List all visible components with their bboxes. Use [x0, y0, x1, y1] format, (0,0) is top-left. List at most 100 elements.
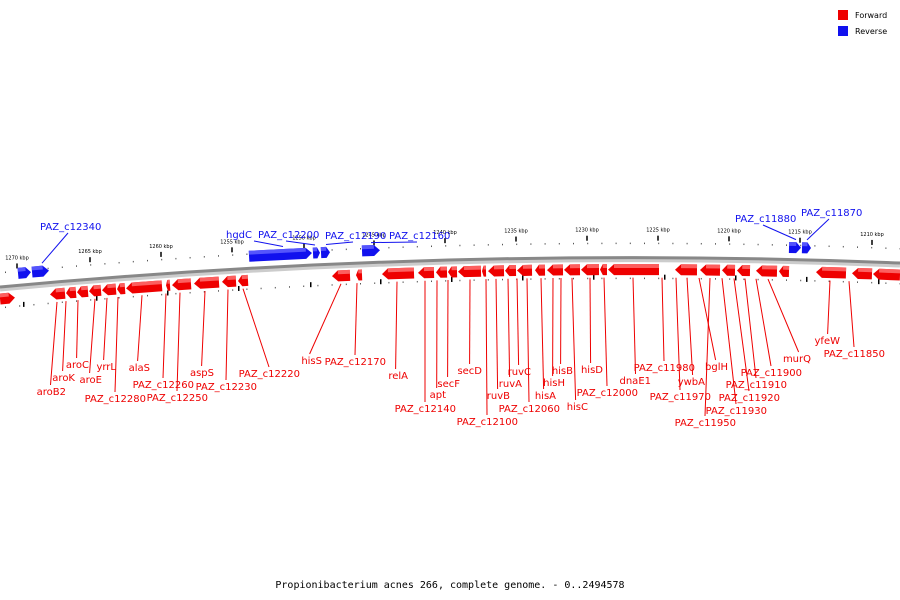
reverse-legend-swatch: [838, 26, 848, 36]
scale-label: 1230 kbp: [575, 228, 599, 234]
scale-minor-tick: [189, 291, 191, 294]
scale-minor-tick: [672, 277, 674, 280]
gene-label-hiss: hisS: [301, 356, 322, 367]
scale-label: 1255 kbp: [220, 239, 244, 245]
gene-label-secf: secF: [437, 379, 460, 390]
gene-label-hish: hisH: [543, 378, 565, 389]
reverse-gene-arrow: [17, 267, 31, 279]
forward-gene-arrow: [418, 266, 435, 279]
gene-label-paz-c12340: PAZ_c12340: [40, 222, 101, 233]
scale-minor-tick: [431, 280, 432, 283]
scale-major-tick: [310, 282, 312, 288]
scale-major-tick: [878, 279, 880, 285]
forward-label-leader: [201, 290, 206, 367]
scale-minor-tick: [374, 282, 376, 284]
forward-label-leader: [76, 300, 79, 359]
forward-label-leader: [744, 278, 757, 379]
scale-minor-tick: [331, 249, 333, 251]
forward-label-leader: [354, 283, 358, 356]
forward-gene-arrow: [547, 264, 564, 276]
forward-gene-arrow: [50, 287, 66, 300]
scale-label: 1215 kbp: [788, 230, 812, 236]
scale-minor-tick: [601, 277, 603, 280]
forward-label-leader: [767, 278, 800, 353]
gene-label-murq: murQ: [783, 354, 811, 365]
scale-major-tick: [444, 238, 446, 244]
gene-label-paz-c12190: PAZ_c12190: [325, 231, 386, 242]
gene-label-paz-c12230: PAZ_c12230: [196, 382, 257, 393]
scale-minor-tick: [658, 277, 660, 280]
scale-minor-tick: [615, 242, 617, 245]
backbone-shadow: [0, 257, 900, 292]
scale-minor-tick: [573, 277, 574, 280]
reverse-label-leader: [806, 218, 830, 241]
forward-label-leader: [540, 278, 545, 390]
forward-label-leader: [485, 279, 488, 416]
forward-label-leader: [225, 289, 229, 381]
forward-label-leader: [526, 278, 530, 403]
forward-gene-arrow: [873, 268, 900, 281]
scale-major-tick: [657, 235, 659, 241]
forward-label-leader: [661, 277, 665, 362]
reverse-label-leader: [370, 241, 418, 244]
scale-minor-tick: [147, 259, 148, 262]
gene-label-yrrl: yrrL: [96, 362, 116, 373]
forward-gene-arrow: [332, 269, 351, 282]
scale-minor-tick: [757, 278, 759, 281]
scale-minor-tick: [161, 293, 163, 296]
reverse-gene-arrow: [788, 241, 801, 254]
scale-minor-tick: [487, 279, 489, 281]
scale-minor-tick: [502, 243, 503, 246]
gene-label-paz-c11930: PAZ_c11930: [706, 406, 767, 417]
forward-label-leader: [733, 278, 750, 392]
scale-major-tick: [231, 247, 233, 253]
forward-gene-arrow: [382, 267, 415, 280]
forward-label-leader: [162, 293, 167, 379]
scale-minor-tick: [530, 278, 532, 280]
forward-gene-arrow: [608, 264, 660, 276]
forward-gene-arrow: [194, 276, 220, 289]
gene-label-asps: aspS: [190, 368, 214, 379]
gene-label-paz-c12170: PAZ_c12170: [325, 357, 386, 368]
scale-minor-tick: [743, 243, 745, 246]
scale-minor-tick: [317, 284, 319, 287]
forward-label-leader: [62, 301, 67, 372]
forward-label-leader: [721, 278, 737, 405]
scale-minor-tick: [601, 242, 603, 245]
scale-minor-tick: [289, 286, 290, 288]
scale-label: 1235 kbp: [504, 229, 528, 235]
reverse-label-leader: [285, 240, 316, 246]
scale-minor-tick: [771, 279, 773, 281]
forward-gene-arrow: [482, 265, 487, 277]
gene-label-hisc: hisC: [567, 402, 588, 413]
forward-gene-arrow: [458, 265, 482, 278]
scale-minor-tick: [445, 280, 447, 282]
scale-label: 1210 kbp: [860, 232, 884, 238]
scale-minor-tick: [5, 306, 6, 309]
scale-major-tick: [96, 295, 98, 301]
scale-minor-tick: [473, 279, 475, 281]
gene-label-ruvc: ruvC: [508, 367, 531, 378]
forward-gene-arrow: [535, 264, 546, 276]
scale-minor-tick: [629, 277, 631, 280]
forward-gene-arrow: [102, 283, 117, 296]
scale-major-tick: [238, 285, 240, 291]
scale-minor-tick: [61, 266, 63, 269]
scale-minor-tick: [331, 284, 333, 286]
scale-minor-tick: [715, 243, 716, 245]
scale-major-tick: [593, 274, 595, 280]
gene-label-rela: relA: [388, 371, 408, 382]
scale-minor-tick: [203, 291, 205, 293]
scale-minor-tick: [615, 277, 617, 280]
scale-major-tick: [303, 243, 305, 249]
scale-label: 1260 kbp: [149, 244, 173, 250]
forward-label-leader: [704, 278, 711, 417]
gene-label-ruvb: ruvB: [487, 391, 510, 402]
forward-label-leader: [395, 281, 398, 370]
gene-label-paz-c12200: PAZ_c12200: [258, 230, 319, 241]
forward-gene-arrow: [756, 265, 778, 277]
scale-minor-tick: [303, 285, 305, 288]
scale-minor-tick: [544, 278, 546, 280]
forward-gene-arrow: [852, 267, 873, 280]
forward-label-leader: [571, 277, 577, 401]
